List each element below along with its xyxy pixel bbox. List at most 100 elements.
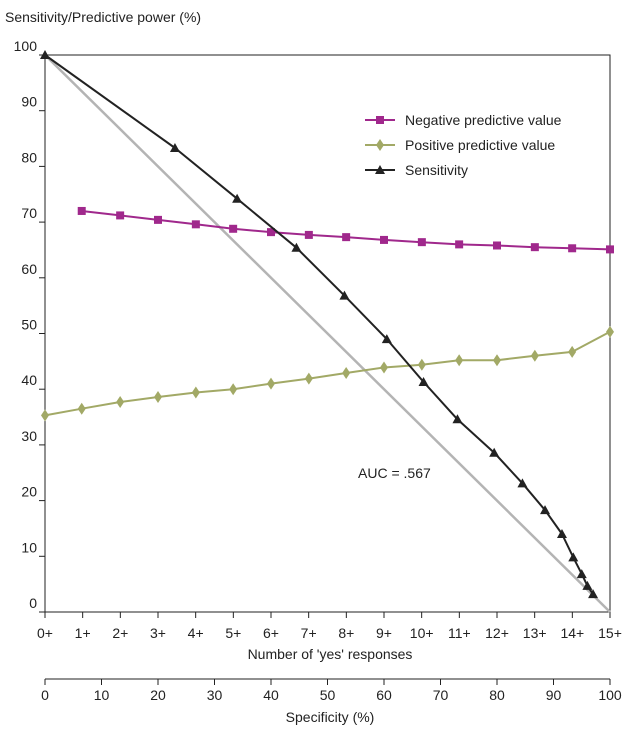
specificity-tick-label: 0 [41, 687, 49, 703]
data-point [77, 206, 86, 215]
data-point [191, 220, 200, 229]
data-point [381, 334, 392, 344]
data-point [568, 552, 579, 562]
y-tick-label: 10 [21, 539, 37, 555]
series-line [44, 330, 611, 417]
legend-label: Sensitivity [405, 162, 468, 178]
x-tick-label: 12+ [485, 625, 509, 641]
y-tick-label: 50 [21, 317, 37, 333]
y-tick-label: 0 [29, 595, 37, 611]
x-tick-label: 15+ [598, 625, 622, 641]
data-point [530, 349, 539, 362]
data-point [291, 242, 302, 252]
data-point [540, 505, 551, 515]
specificity-axis-ticks [44, 679, 611, 685]
specificity-tick-labels: 0 10 20 30 40 50 60 70 80 90 100 [41, 687, 622, 703]
legend-label: Positive predictive value [405, 137, 555, 153]
legend-marker [375, 165, 385, 174]
data-point [304, 372, 313, 385]
data-point [489, 447, 500, 457]
x-tick-label: 6+ [263, 625, 279, 641]
data-point [342, 233, 351, 242]
legend-item: Negative predictive value [365, 112, 562, 128]
data-point [154, 390, 162, 403]
data-point [588, 589, 599, 599]
data-point [568, 345, 577, 358]
specificity-tick-label: 50 [320, 687, 336, 703]
data-point [556, 529, 567, 539]
legend-item: Positive predictive value [365, 137, 555, 153]
data-point [582, 580, 593, 590]
data-point [267, 228, 275, 237]
data-point [229, 224, 238, 233]
data-point [417, 358, 426, 371]
data-point [530, 243, 539, 252]
x-tick-label: 7+ [301, 625, 317, 641]
data-point [380, 361, 388, 374]
legend-item: Sensitivity [365, 162, 468, 178]
specificity-tick-label: 20 [150, 687, 166, 703]
x-tick-label: 1+ [75, 625, 91, 641]
specificity-axis-title: Specificity (%) [286, 709, 375, 725]
data-point [267, 377, 275, 390]
series-layer [40, 50, 614, 613]
x-tick-label: 5+ [225, 625, 241, 641]
data-point [380, 235, 388, 244]
x-tick-label: 9+ [376, 625, 392, 641]
specificity-tick-label: 30 [207, 687, 223, 703]
series-line [44, 54, 594, 595]
data-point [455, 240, 464, 249]
y-tick-label: 90 [21, 94, 37, 110]
y-tick-label: 100 [14, 38, 38, 54]
x-tick-label: 0+ [37, 625, 53, 641]
data-point [232, 193, 243, 203]
x-tick-label: 2+ [112, 625, 128, 641]
data-point [606, 325, 614, 338]
data-point [116, 211, 125, 220]
y-tick-labels: 0 10 20 30 40 50 60 70 80 90 100 [14, 38, 38, 611]
data-point [417, 238, 426, 247]
data-point [77, 402, 86, 415]
x-tick-label: 14+ [560, 625, 584, 641]
x-tick-label: 11+ [448, 625, 471, 641]
x-axis-title: Number of 'yes' responses [248, 646, 413, 662]
series-sensitivity [40, 50, 599, 599]
specificity-tick-label: 60 [376, 687, 392, 703]
x-tick-label: 4+ [188, 625, 204, 641]
specificity-tick-label: 100 [598, 687, 622, 703]
legend-marker [376, 116, 384, 124]
series-positive-predictive-value [41, 325, 614, 422]
specificity-tick-label: 40 [263, 687, 279, 703]
data-point [418, 376, 429, 386]
y-tick-label: 20 [21, 484, 37, 500]
x-tick-label: 8+ [338, 625, 354, 641]
y-tick-label: 70 [21, 205, 37, 221]
y-tick-label: 80 [21, 149, 37, 165]
legend-marker [376, 139, 384, 151]
x-tick-label: 10+ [410, 625, 434, 641]
data-point [154, 215, 162, 224]
data-point [455, 354, 464, 367]
specificity-tick-label: 80 [489, 687, 505, 703]
specificity-tick-label: 10 [94, 687, 110, 703]
specificity-tick-label: 70 [433, 687, 449, 703]
y-axis-title: Sensitivity/Predictive power (%) [5, 9, 201, 25]
data-point [304, 230, 313, 239]
auc-annotation: AUC = .567 [358, 465, 431, 481]
legend-label: Negative predictive value [405, 112, 562, 128]
data-point [493, 354, 501, 367]
legend: Negative predictive value Positive predic… [365, 112, 562, 178]
data-point [342, 367, 351, 380]
data-point [229, 383, 238, 396]
data-point [606, 245, 614, 254]
data-point [116, 396, 125, 409]
data-point [517, 478, 528, 488]
data-point [568, 244, 577, 253]
specificity-tick-label: 90 [546, 687, 562, 703]
series-reference-diagonal [44, 54, 611, 613]
data-point [576, 569, 587, 579]
data-point [493, 241, 501, 250]
x-tick-label: 3+ [150, 625, 166, 641]
y-tick-label: 40 [21, 372, 37, 388]
